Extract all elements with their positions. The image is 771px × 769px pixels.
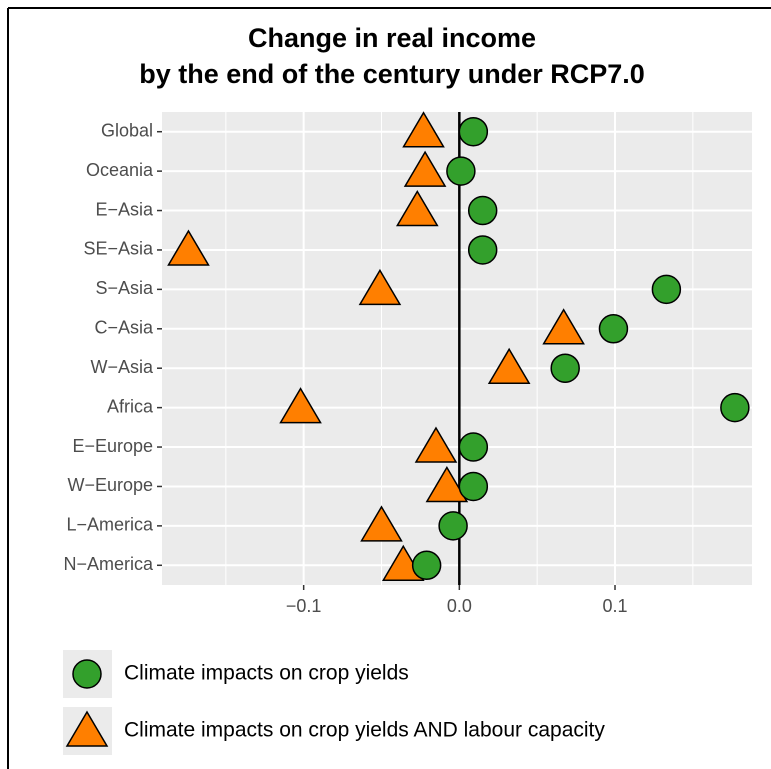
point bbox=[542, 308, 585, 345]
point bbox=[651, 274, 682, 305]
y-tick-label: N−America bbox=[63, 554, 154, 574]
point bbox=[395, 190, 439, 227]
point bbox=[458, 471, 489, 502]
point bbox=[446, 156, 476, 186]
legend-label: Climate impacts on crop yields AND labou… bbox=[124, 719, 605, 742]
y-tick-label: Africa bbox=[107, 396, 154, 416]
y-tick-label: W−Europe bbox=[67, 475, 153, 495]
point bbox=[720, 392, 750, 423]
y-tick-label: Oceania bbox=[86, 160, 154, 180]
point bbox=[598, 314, 629, 344]
point bbox=[458, 116, 489, 147]
y-tick-label: Global bbox=[101, 120, 153, 140]
y-tick-label: E−Europe bbox=[72, 436, 153, 456]
y-tick-label: W−Asia bbox=[90, 357, 154, 377]
point bbox=[467, 235, 498, 265]
point bbox=[487, 347, 531, 384]
x-tick-label: −0.1 bbox=[286, 596, 322, 616]
y-tick-label: E−Asia bbox=[95, 199, 154, 219]
x-tick-label: 0.0 bbox=[447, 596, 472, 616]
chart-title: Change in real income bbox=[248, 23, 536, 53]
point bbox=[358, 268, 402, 306]
legend-marker bbox=[65, 710, 109, 747]
point bbox=[403, 150, 447, 187]
y-tick-label: C−Asia bbox=[94, 318, 154, 338]
point bbox=[458, 432, 489, 462]
point bbox=[550, 353, 580, 383]
point bbox=[467, 195, 498, 226]
y-tick-label: S−Asia bbox=[95, 278, 154, 298]
point bbox=[402, 111, 445, 148]
legend-label: Climate impacts on crop yields bbox=[124, 662, 409, 685]
point bbox=[360, 505, 403, 542]
x-tick-label: 0.1 bbox=[602, 596, 627, 616]
point bbox=[414, 426, 458, 463]
chart-title: by the end of the century under RCP7.0 bbox=[139, 59, 645, 89]
point bbox=[411, 550, 442, 581]
point bbox=[167, 229, 210, 266]
y-tick-label: L−America bbox=[66, 515, 154, 535]
y-tick-label: SE−Asia bbox=[83, 239, 154, 259]
point bbox=[279, 387, 322, 424]
point bbox=[425, 465, 469, 503]
legend-marker bbox=[72, 659, 102, 689]
point bbox=[438, 511, 468, 541]
plot-background bbox=[162, 112, 752, 585]
